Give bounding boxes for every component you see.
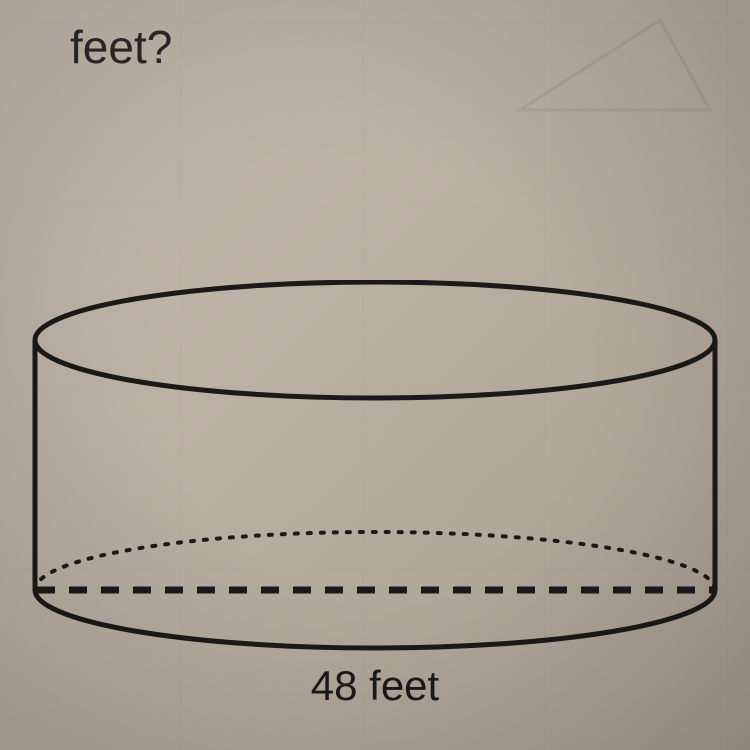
ghost-triangle-svg (510, 10, 730, 130)
question-fragment: feet? (70, 20, 172, 74)
ghost-triangle-bleed (510, 10, 730, 135)
cylinder-svg (15, 280, 735, 660)
cylinder-top-ellipse (35, 282, 715, 398)
cylinder-bottom-front-arc (35, 590, 715, 648)
ghost-triangle-path (520, 20, 710, 110)
dimension-label: 48 feet (311, 662, 439, 710)
cylinder-diagram: 48 feet (15, 280, 735, 720)
cylinder-bottom-back-arc (35, 532, 715, 590)
